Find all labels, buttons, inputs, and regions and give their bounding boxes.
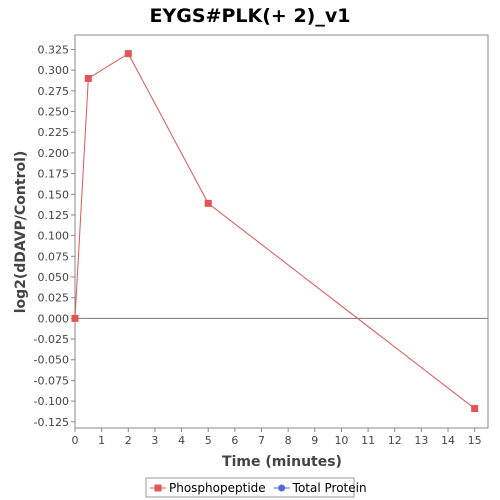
x-tick-label: 13	[414, 434, 428, 447]
y-tick-label: 0.025	[38, 292, 70, 305]
y-tick-label: 0.000	[38, 312, 70, 325]
y-tick-label: 0.100	[38, 230, 70, 243]
y-tick-label: -0.050	[34, 354, 69, 367]
x-tick-label: 1	[98, 434, 105, 447]
data-point	[84, 74, 92, 82]
x-tick-label: 3	[151, 434, 158, 447]
y-tick-label: 0.275	[38, 85, 70, 98]
y-tick-label: 0.075	[38, 250, 70, 263]
x-tick-label: 10	[334, 434, 348, 447]
y-tick-label: -0.100	[34, 395, 69, 408]
x-tick-label: 14	[441, 434, 455, 447]
legend-box	[145, 477, 355, 498]
y-tick-label: 0.175	[38, 168, 70, 181]
x-axis: 0 1 2 3 4 5 6 7 8 9 10 11 12 13 14 15	[72, 428, 482, 447]
y-tick-label: -0.075	[34, 374, 69, 387]
x-axis-label: Time (minutes)	[222, 454, 342, 470]
chart-title: EYGS#PLK(+ 2)_v1	[150, 5, 351, 27]
y-tick-label: 0.325	[38, 43, 70, 56]
x-tick-label: 12	[388, 434, 402, 447]
y-tick-label: 0.125	[38, 209, 70, 222]
x-tick-label: 15	[468, 434, 482, 447]
y-tick-label: -0.125	[34, 416, 69, 429]
data-point	[471, 405, 479, 413]
y-tick-label: 0.225	[38, 126, 70, 139]
y-tick-label: -0.025	[34, 333, 69, 346]
legend-label: Total Protein	[292, 481, 367, 495]
x-tick-label: 4	[178, 434, 185, 447]
data-point	[124, 50, 132, 58]
x-tick-label: 11	[361, 434, 375, 447]
x-tick-label: 5	[205, 434, 212, 447]
x-tick-label: 6	[231, 434, 238, 447]
y-axis: 0.325 0.300 0.275 0.250 0.225 0.200 0.175 0.150…	[34, 43, 75, 429]
x-tick-label: 9	[311, 434, 318, 447]
plot-area	[74, 34, 489, 429]
y-tick-label: 0.150	[38, 188, 70, 201]
y-axis-label: log2(dDAVP/Control)	[13, 151, 29, 314]
series-layer	[71, 50, 479, 413]
x-tick-label: 7	[258, 434, 265, 447]
legend-label: Phosphopeptide	[169, 481, 266, 495]
x-tick-label: 8	[285, 434, 292, 447]
data-point	[204, 199, 212, 207]
y-tick-label: 0.300	[38, 64, 70, 77]
legend-items: Phosphopeptide Total Protein	[150, 481, 367, 495]
x-tick-label: 0	[72, 434, 79, 447]
x-tick-label: 2	[125, 434, 132, 447]
y-tick-label: 0.250	[38, 106, 70, 119]
legend-swatch-marker	[154, 484, 162, 492]
legend: Phosphopeptide Total Protein	[145, 477, 367, 498]
legend-swatch-marker	[278, 484, 286, 492]
data-point	[71, 314, 79, 322]
y-tick-label: 0.200	[38, 147, 70, 160]
y-tick-label: 0.050	[38, 271, 70, 284]
